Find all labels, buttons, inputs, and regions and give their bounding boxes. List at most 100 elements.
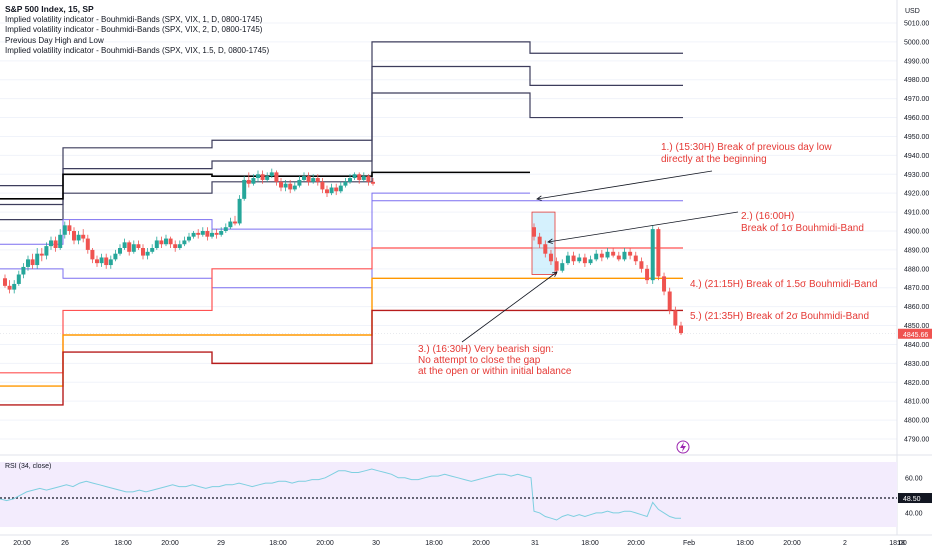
candle xyxy=(228,217,233,230)
price-tick-label: 4800.00 xyxy=(904,418,929,425)
candle xyxy=(645,265,650,284)
candle-body xyxy=(228,221,233,228)
candle-body xyxy=(532,227,536,237)
candle xyxy=(26,255,30,271)
candle xyxy=(577,253,582,264)
candle xyxy=(3,274,7,288)
candle xyxy=(565,251,570,266)
candle-body xyxy=(645,268,650,281)
candle xyxy=(127,240,132,256)
price-tick-label: 4870.00 xyxy=(904,285,929,292)
time-axis[interactable]: 20:00 26 18:00 20:00 29 18:00 20:00 30 18:00 20:0… xyxy=(0,534,932,547)
price-tick-label: 4860.00 xyxy=(904,304,929,311)
candle xyxy=(16,270,21,286)
candle-body xyxy=(177,244,182,249)
candle xyxy=(616,251,621,262)
candle xyxy=(639,257,644,273)
annotation-text: 2.) (16:00H) xyxy=(741,211,794,222)
candle-body xyxy=(131,244,136,252)
candle xyxy=(338,181,343,194)
time-tick-label: 29 xyxy=(217,540,225,547)
candle-body xyxy=(611,251,616,256)
candle xyxy=(35,248,40,269)
candle-body xyxy=(662,276,667,292)
candle-body xyxy=(311,178,316,182)
annotation-text: 5.) (21:35H) Break of 2σ Bouhmidi-Band xyxy=(690,311,869,322)
indicator-legend-4[interactable]: Implied volatility indicator - Bouhmidi-… xyxy=(5,46,270,55)
candle xyxy=(571,251,576,266)
candle xyxy=(667,287,672,315)
price-tick-label: 4890.00 xyxy=(904,247,929,254)
indicator-legend-2[interactable]: Implied volatility indicator - Bouhmidi-… xyxy=(5,25,263,34)
candle xyxy=(150,244,155,254)
candle-body xyxy=(548,253,553,262)
candle-body xyxy=(560,263,565,271)
price-tick-label: 4900.00 xyxy=(904,229,929,236)
candle-body xyxy=(251,178,256,184)
rsi-tick-label: 60.00 xyxy=(905,475,923,482)
price-axis[interactable]: USD 5010.00 5000.00 4990.00 4980.00 4970.00 49… xyxy=(898,8,932,444)
candle xyxy=(39,248,44,262)
candle xyxy=(265,172,270,182)
bolt-icon[interactable] xyxy=(676,440,690,454)
level-band1-lower-blue xyxy=(0,200,683,289)
candle-body xyxy=(187,236,191,241)
candle xyxy=(145,248,150,260)
candle xyxy=(320,178,325,194)
candle xyxy=(325,185,329,197)
candle xyxy=(673,306,678,330)
candle-body xyxy=(214,232,219,235)
candle-body xyxy=(292,185,297,190)
price-tick-label: 4830.00 xyxy=(904,361,929,368)
price-tick-label: 4850.00 xyxy=(904,323,929,330)
time-tick-label: 2 xyxy=(843,540,847,547)
candle xyxy=(633,251,638,266)
price-tick-label: 4910.00 xyxy=(904,210,929,217)
candle-body xyxy=(108,259,113,266)
candle xyxy=(594,249,599,262)
candle-body xyxy=(361,176,366,180)
time-tick-label: 18:00 xyxy=(425,540,443,547)
candle xyxy=(279,178,283,192)
candle xyxy=(537,232,542,249)
candle xyxy=(95,255,99,267)
candle xyxy=(334,183,339,196)
candle xyxy=(679,321,683,335)
candle xyxy=(329,183,334,196)
candle xyxy=(233,215,237,226)
candle-body xyxy=(673,310,678,326)
candle xyxy=(219,227,224,237)
level-band2-lower xyxy=(0,309,683,406)
candle xyxy=(104,253,109,269)
candle xyxy=(656,227,661,281)
rsi-pane[interactable]: RSI (34, close) 60.00 40.00 48.50 xyxy=(0,462,932,527)
candle-body xyxy=(633,255,638,262)
candle-body xyxy=(12,283,17,290)
candle-body xyxy=(99,257,104,264)
candle-body xyxy=(44,246,49,256)
candle-body xyxy=(118,248,122,254)
candle xyxy=(343,178,348,188)
time-tick-label: 20:00 xyxy=(316,540,334,547)
candle-body xyxy=(260,174,265,180)
candle xyxy=(131,240,136,254)
candle-body xyxy=(136,244,141,249)
candle xyxy=(348,174,352,184)
candle xyxy=(650,225,655,284)
candle xyxy=(543,240,548,258)
candle-body xyxy=(237,198,242,224)
annotation-text: 1.) (15:30H) Break of previous day low xyxy=(661,142,832,153)
candle xyxy=(164,234,168,247)
candle xyxy=(274,170,279,186)
candle xyxy=(306,172,311,186)
candle-body xyxy=(113,253,118,260)
indicator-legend-3[interactable]: Previous Day High and Low xyxy=(5,35,104,45)
price-tick-label: 4840.00 xyxy=(904,342,929,349)
indicator-legend-1[interactable]: Implied volatility indicator - Bouhmidi-… xyxy=(5,14,263,24)
candle xyxy=(173,240,178,252)
time-tick-label: 31 xyxy=(531,540,539,547)
price-tick-label: 4940.00 xyxy=(904,153,929,160)
annotation-text: at the open or within initial balance xyxy=(418,366,572,377)
candles xyxy=(3,168,683,335)
